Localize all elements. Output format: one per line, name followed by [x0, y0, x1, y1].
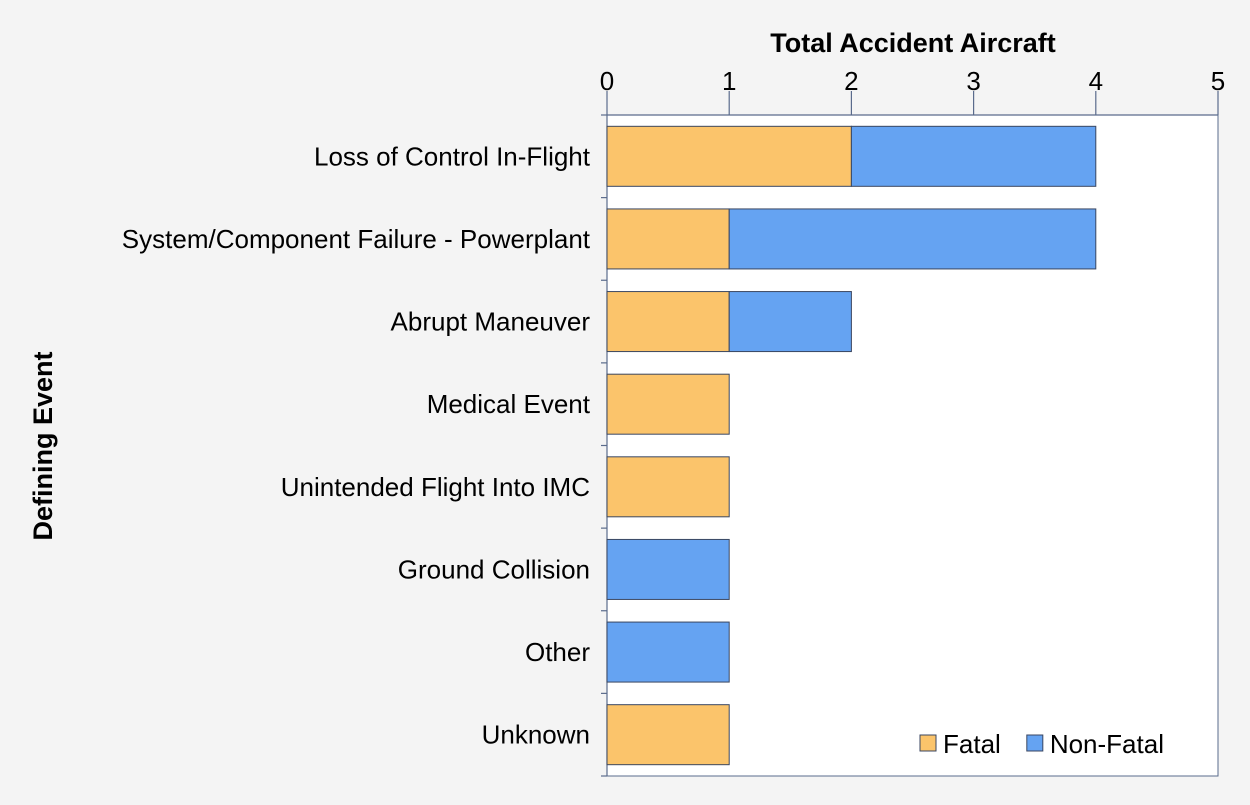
x-tick-label: 5	[1211, 66, 1225, 96]
y-tick-label: Abrupt Maneuver	[391, 307, 591, 337]
x-tick-label: 2	[844, 66, 858, 96]
x-tick-label: 3	[966, 66, 980, 96]
x-tick-label: 0	[600, 66, 614, 96]
bar-fatal	[606, 125, 852, 187]
legend-swatch-fatal	[919, 734, 937, 752]
y-tick-label: Unknown	[482, 720, 590, 750]
y-tick-label: System/Component Failure - Powerplant	[122, 224, 591, 254]
y-tick-label: Unintended Flight Into IMC	[281, 472, 590, 502]
legend-swatch-non-fatal	[1026, 734, 1044, 752]
plot-area: 0 1 2 3 4 5 Loss of Control In-Flight System/Co…	[122, 66, 1225, 777]
bar-fatal	[606, 291, 730, 353]
legend-label-fatal: Fatal	[943, 729, 1001, 759]
x-tick-label: 1	[722, 66, 736, 96]
bar-fatal	[606, 456, 730, 518]
y-tick-label: Loss of Control In-Flight	[314, 141, 591, 171]
y-tick-label: Other	[525, 637, 590, 667]
bar-fatal	[606, 704, 730, 766]
x-tick-label: 4	[1089, 66, 1103, 96]
legend: Fatal Non-Fatal	[919, 729, 1164, 759]
bar-fatal	[606, 373, 730, 435]
legend-label-non-fatal: Non-Fatal	[1050, 729, 1164, 759]
bar-non-fatal	[850, 125, 1097, 187]
y-axis-title: Defining Event	[28, 351, 58, 540]
bar-fatal	[606, 208, 730, 270]
bar-non-fatal	[606, 538, 730, 600]
y-tick-label: Ground Collision	[398, 554, 590, 584]
bar-non-fatal	[728, 208, 1097, 270]
bar-non-fatal	[606, 621, 730, 683]
x-axis-title: Total Accident Aircraft	[770, 28, 1056, 58]
y-tick-label: Medical Event	[427, 389, 591, 419]
bar-non-fatal	[728, 291, 852, 353]
